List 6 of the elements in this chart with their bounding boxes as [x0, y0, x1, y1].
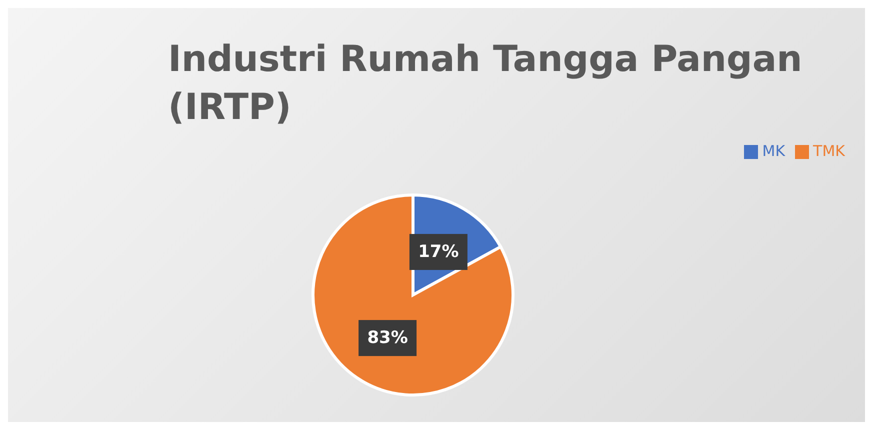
legend-label: TMK: [813, 142, 845, 160]
chart-title: Industri Rumah Tangga Pangan (IRTP): [168, 38, 804, 130]
data-label: 17%: [418, 242, 459, 262]
pie-slice: [312, 194, 514, 396]
data-label: 83%: [367, 328, 408, 348]
legend-label: MK: [762, 142, 786, 160]
